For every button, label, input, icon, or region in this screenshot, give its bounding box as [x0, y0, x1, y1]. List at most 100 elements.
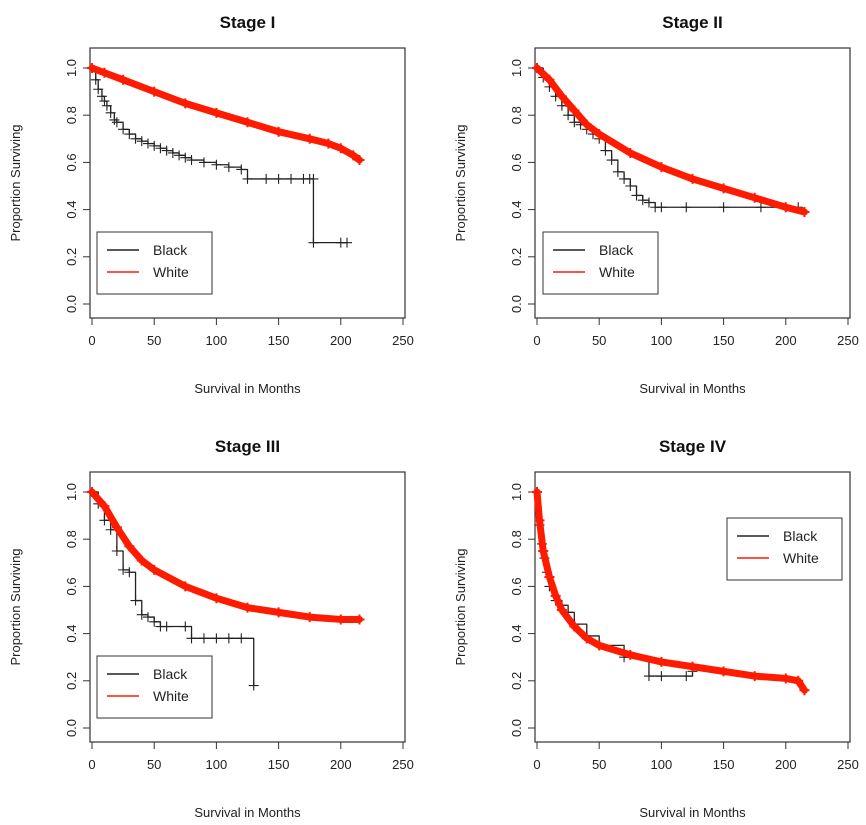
censor-mark — [96, 91, 107, 102]
censor-mark — [780, 673, 791, 684]
censor-mark — [93, 84, 104, 95]
plot-frame — [89, 47, 406, 319]
censor-mark — [304, 612, 315, 623]
censor-mark — [687, 173, 698, 184]
censor-mark — [167, 147, 178, 158]
series-line-white — [88, 64, 363, 164]
censor-mark — [544, 571, 555, 582]
censor-mark — [335, 614, 346, 625]
censor-mark — [656, 202, 667, 213]
plot-frame — [534, 47, 851, 319]
y-tick-label: 1.0 — [64, 483, 79, 501]
censor-mark — [780, 202, 791, 213]
censor-mark — [101, 100, 112, 111]
censor-mark — [130, 595, 141, 606]
censor-mark — [718, 666, 729, 677]
censor-mark — [681, 671, 692, 682]
legend-label-black: Black — [153, 242, 188, 258]
censor-mark — [261, 173, 272, 184]
censor-mark — [99, 515, 110, 526]
censor-mark — [718, 183, 729, 194]
censor-mark — [223, 162, 234, 173]
censor-mark — [198, 157, 209, 168]
censor-mark — [149, 140, 160, 151]
censor-mark — [612, 166, 623, 177]
censor-mark — [556, 91, 567, 102]
x-axis-label: Survival in Months — [194, 381, 301, 396]
censor-mark — [87, 487, 97, 497]
censor-mark — [180, 581, 191, 592]
censor-mark — [136, 136, 147, 147]
censor-mark — [556, 605, 567, 615]
plot-frame — [534, 471, 851, 743]
y-tick-label: 0.2 — [509, 248, 524, 266]
legend: Black White — [96, 655, 213, 719]
x-tick-label: 100 — [651, 333, 673, 348]
censor-mark — [550, 590, 561, 601]
censor-mark — [242, 173, 253, 184]
y-tick-label: 0.6 — [64, 153, 79, 171]
censor-mark — [308, 237, 319, 248]
censor-mark — [755, 202, 766, 213]
censor-mark — [637, 195, 648, 206]
x-tick-label: 150 — [713, 333, 735, 348]
censor-mark — [155, 143, 166, 154]
x-axis-label: Survival in Months — [194, 805, 301, 820]
censor-mark — [124, 567, 135, 578]
censor-mark — [342, 237, 353, 248]
censor-mark — [544, 74, 555, 85]
censor-mark — [594, 129, 605, 140]
censor-mark — [223, 633, 234, 644]
y-tick-label: 0.6 — [509, 153, 524, 171]
censor-mark — [211, 593, 222, 604]
censor-mark — [625, 649, 636, 660]
x-tick-label: 150 — [713, 757, 735, 772]
censor-mark — [186, 633, 197, 644]
chart-title: Stage IV — [659, 437, 727, 456]
censor-mark — [563, 110, 574, 121]
censor-mark — [142, 138, 153, 149]
y-tick-label: 0.0 — [64, 295, 79, 313]
x-tick-label: 100 — [206, 333, 228, 348]
plot-frame — [89, 471, 406, 743]
censor-mark — [242, 117, 253, 128]
censor-mark — [625, 147, 636, 158]
y-tick-label: 0.8 — [509, 106, 524, 124]
censor-mark — [749, 192, 760, 203]
censor-mark — [594, 640, 605, 651]
legend-label-black: Black — [783, 528, 818, 544]
censor-mark — [335, 143, 346, 154]
censor-mark — [242, 602, 253, 613]
chart-title: Stage III — [215, 437, 280, 456]
censor-mark — [534, 515, 545, 526]
x-tick-label: 0 — [88, 333, 95, 348]
y-axis-label: Proportion Surviving — [8, 124, 23, 241]
y-tick-label: 0.2 — [64, 248, 79, 266]
x-tick-label: 250 — [837, 333, 859, 348]
censor-mark — [273, 173, 284, 184]
x-axis-label: Survival in Months — [639, 381, 746, 396]
censor-mark — [569, 621, 580, 632]
censor-mark — [687, 661, 698, 672]
legend: Black White — [96, 231, 213, 295]
censor-mark — [600, 145, 611, 156]
y-tick-label: 0.4 — [509, 625, 524, 643]
censor-mark — [656, 671, 667, 682]
censor-mark — [198, 633, 209, 644]
censor-mark — [619, 173, 630, 184]
censor-mark — [308, 173, 319, 184]
censor-mark — [354, 614, 365, 625]
censor-mark — [625, 181, 636, 191]
censor-mark — [180, 621, 191, 632]
censor-mark — [569, 105, 580, 116]
x-tick-label: 200 — [775, 757, 797, 772]
censor-mark — [90, 74, 101, 85]
censor-mark — [136, 555, 147, 566]
y-tick-label: 1.0 — [509, 59, 524, 77]
censor-mark — [118, 564, 129, 575]
censor-mark — [211, 633, 222, 644]
y-tick-label: 0.8 — [509, 530, 524, 548]
censor-mark — [354, 155, 365, 166]
censor-mark — [532, 487, 542, 497]
censor-mark — [99, 67, 110, 78]
